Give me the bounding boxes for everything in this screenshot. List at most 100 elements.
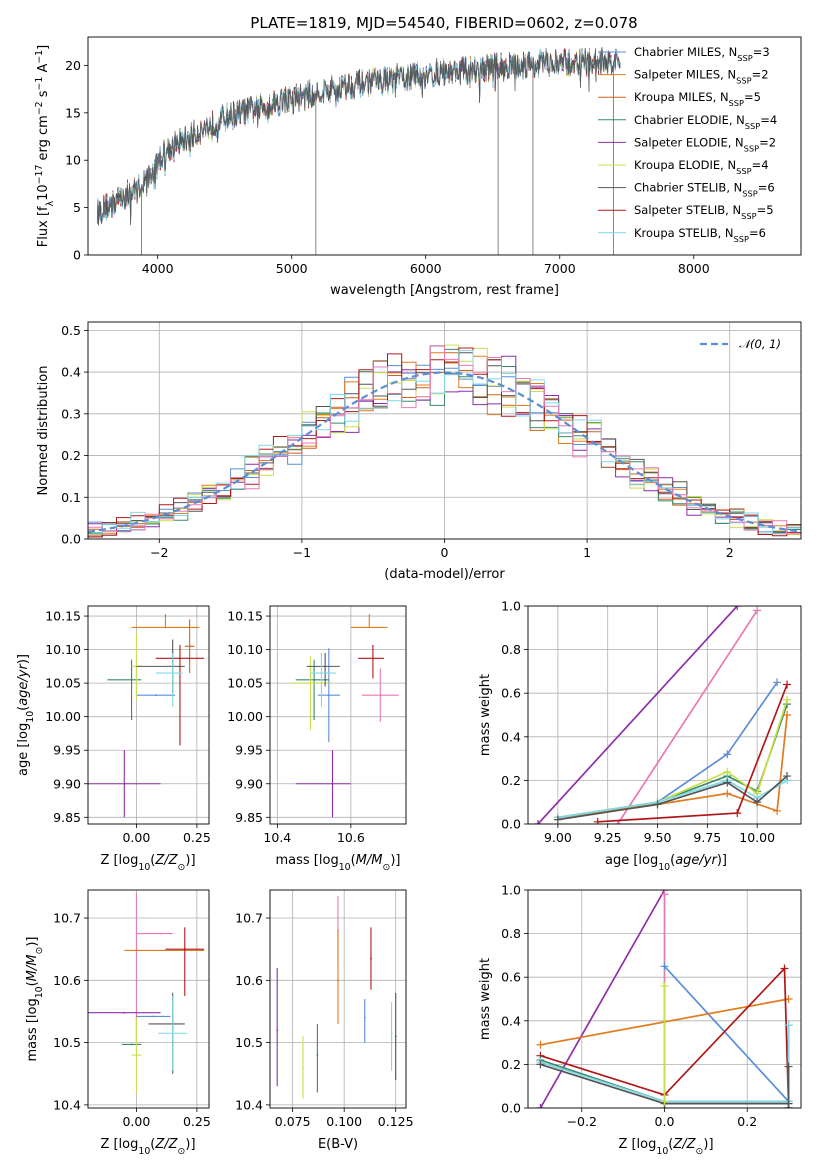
data-point	[363, 1016, 366, 1019]
data-point	[130, 678, 133, 681]
weight-marker	[536, 1104, 545, 1108]
spectrum-frame	[87, 36, 802, 256]
data-point	[379, 694, 382, 697]
y-tick-label: 9.85	[235, 810, 263, 825]
y-tick-label: 10.15	[227, 609, 263, 624]
data-point	[331, 782, 334, 785]
y-tick-label: 9.95	[235, 743, 263, 758]
x-tick-label: 0.2	[737, 1114, 757, 1129]
y-tick-label: 1.0	[501, 883, 521, 898]
x-tick-label: 0.00	[122, 1114, 150, 1129]
y-tick-label: 10.10	[227, 642, 263, 657]
mass-vs-Z-plot-area	[88, 890, 209, 1108]
x-tick-label: 0.125	[378, 1114, 414, 1129]
x-tick-label: 0	[441, 545, 449, 560]
legend-label: Kroupa ELODIE, NSSP=4	[634, 158, 769, 176]
y-tick-label: 0.2	[61, 448, 81, 463]
weight-marker	[660, 890, 669, 899]
legend-label: Salpeter STELIB, NSSP=5	[634, 203, 774, 221]
weight-marker	[660, 1097, 669, 1106]
mass-vs-Z-panel: 0.00 0.25 10.4 10.5 10.6 10.7	[53, 889, 211, 1129]
y-tick-label: 10.00	[45, 709, 81, 724]
weight-marker	[784, 1021, 793, 1030]
weight-marker	[780, 964, 789, 973]
y-tick-label: 9.95	[53, 743, 81, 758]
mass-weight-vs-age-panel: 9.00 9.25 9.50 9.75 10.00 0.0 0.2 0.4 0.6 0.8 1.0	[501, 599, 802, 845]
weight-line	[540, 966, 790, 1108]
x-tick-label: 0.25	[183, 830, 211, 845]
weight-line	[537, 606, 738, 824]
x-tick-label: 0.0	[655, 1114, 675, 1129]
histogram-step	[88, 345, 801, 535]
y-tick-label: 10.5	[53, 1035, 81, 1050]
weight-marker	[660, 962, 669, 971]
data-point	[179, 657, 181, 660]
data-point	[171, 672, 174, 674]
legend-label: Chabrier STELIB, NSSP=6	[634, 181, 775, 199]
legend-label: Chabrier ELODIE, NSSP=4	[634, 113, 777, 131]
age-vs-Z-panel: 0.00 0.25 9.85 9.90 9.95 10.00 10.05 10.10 10.15	[45, 605, 211, 845]
x-axis-label: age [log10(age/yr)]	[605, 853, 727, 873]
weight-marker	[723, 789, 732, 798]
x-tick-label: 8000	[678, 261, 710, 276]
y-tick-label: 0.8	[501, 642, 521, 657]
y-tick-label: 10.15	[45, 609, 81, 624]
y-tick-label: 0	[73, 248, 81, 263]
residual-histogram-frame	[87, 321, 802, 540]
y-tick-label: 0.1	[61, 490, 81, 505]
y-tick-label: 15	[65, 105, 81, 120]
y-tick-label: 0.4	[501, 1013, 521, 1028]
y-tick-label: 1.0	[501, 599, 521, 614]
data-point	[159, 932, 162, 935]
y-tick-label: 0.6	[501, 970, 521, 985]
x-tick-label: −0.2	[567, 1114, 597, 1129]
weight-marker	[783, 695, 792, 704]
y-tick-label: 0.4	[501, 729, 521, 744]
y-axis-label: Flux [fλ10−17 erg cm−2 s−1 A−1]	[34, 45, 56, 247]
y-tick-label: 0.0	[61, 532, 81, 547]
y-tick-label: 0.3	[61, 406, 81, 421]
x-tick-label: 0.25	[183, 1114, 211, 1129]
data-point	[164, 626, 167, 629]
spectrum-panel: 4000 5000 6000 7000 8000 0 5 10 15 20	[65, 36, 802, 276]
x-tick-label: 9.75	[693, 830, 721, 845]
data-point	[276, 1029, 279, 1032]
data-point	[183, 948, 186, 951]
y-tick-label: 0.2	[501, 1057, 521, 1072]
weight-line	[557, 714, 788, 819]
data-point	[309, 682, 312, 685]
data-point	[135, 979, 138, 982]
y-axis-label: mass weight	[478, 958, 493, 1040]
mass-weight-vs-Z-plot-area	[528, 890, 801, 1108]
data-point	[152, 1015, 155, 1018]
x-tick-label: 0.075	[275, 1114, 311, 1129]
weight-marker	[733, 606, 742, 610]
weight-marker	[733, 809, 742, 818]
weight-marker	[536, 1040, 545, 1049]
y-axis-label: mass [log10(M/M⊙)]	[25, 937, 45, 1062]
y-tick-label: 9.90	[235, 776, 263, 791]
data-point	[390, 1032, 393, 1035]
y-tick-label: 10.05	[227, 676, 263, 691]
x-tick-label: 10.00	[739, 830, 775, 845]
y-axis-label: age [log10(age/yr)]	[16, 654, 36, 776]
chart-title: PLATE=1819, MJD=54540, FIBERID=0602, z=0…	[250, 14, 637, 32]
y-tick-label: 0.4	[61, 365, 81, 380]
mass-vs-EBV-frame	[269, 889, 407, 1109]
y-tick-label: 10.05	[45, 676, 81, 691]
spectrum-line	[97, 47, 621, 226]
age-vs-mass-plot-area	[270, 606, 406, 824]
legend-label: Kroupa STELIB, NSSP=6	[634, 226, 766, 244]
data-point	[154, 694, 157, 697]
legend-label: Salpeter ELODIE, NSSP=2	[634, 135, 776, 153]
weight-line	[616, 609, 758, 824]
y-tick-label: 0.5	[61, 323, 81, 338]
weight-marker	[723, 778, 732, 787]
x-axis-label: Z [log10(Z/Z⊙)]	[618, 1137, 713, 1157]
x-tick-label: 0.100	[326, 1114, 362, 1129]
data-point	[316, 1054, 319, 1056]
weight-line	[663, 965, 790, 1108]
mass-weight-vs-Z-panel: −0.2 0.0 0.2 0.0 0.2 0.4 0.6 0.8 1.0	[501, 883, 802, 1129]
weight-marker	[553, 815, 562, 824]
